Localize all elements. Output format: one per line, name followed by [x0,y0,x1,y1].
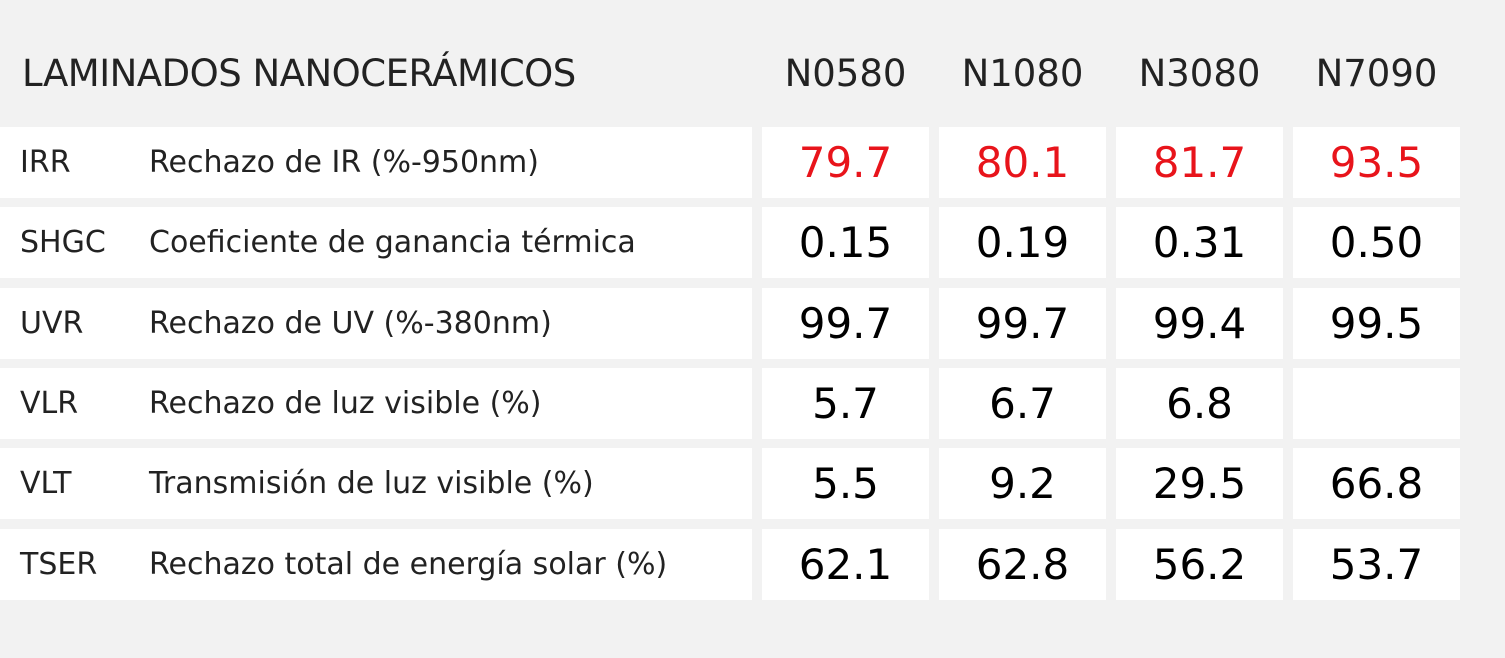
row-label-cell [0,127,752,198]
value: 5.7 [812,379,879,428]
value-cell [939,207,1106,278]
row-code: TSER [20,547,98,582]
value-cell [762,368,929,439]
row-code: IRR [20,145,71,180]
value-cell [1293,529,1460,600]
column-header: N0580 [784,51,907,95]
value: 0.15 [798,218,893,267]
value-cell [762,529,929,600]
value: 99.5 [1329,299,1424,348]
row-label-cell [0,207,752,278]
value: 62.1 [798,540,893,589]
value: 80.1 [975,138,1070,187]
row-code: UVR [20,306,84,341]
value: 6.7 [989,379,1056,428]
value-cell [1293,288,1460,359]
value-cell [1116,288,1283,359]
row-description: Coeficiente de ganancia térmica [149,225,636,260]
value-cell [762,207,929,278]
column-header: N7090 [1315,51,1438,95]
row-description: Rechazo de UV (%-380nm) [149,306,552,341]
value: 99.7 [975,299,1070,348]
column-header: N3080 [1138,51,1261,95]
value: 79.7 [798,138,893,187]
value-cell [762,448,929,519]
row-label-cell [0,368,752,439]
row-description: Rechazo de luz visible (%) [149,386,542,421]
row-label-cell [0,288,752,359]
row-description: Transmisión de luz visible (%) [149,466,594,501]
value: 81.7 [1152,138,1247,187]
value-cell [939,368,1106,439]
value-cell [939,288,1106,359]
row-code: VLR [20,386,79,421]
value: 66.8 [1329,459,1424,508]
value: 0.31 [1152,218,1247,267]
value-cell [1116,529,1283,600]
value-cell [1293,368,1460,439]
value: 99.4 [1152,299,1247,348]
value-cell [1293,127,1460,198]
row-description: Rechazo total de energía solar (%) [149,547,668,582]
value-cell [1293,207,1460,278]
value-cell [939,529,1106,600]
value-cell [939,448,1106,519]
value-cell [1116,448,1283,519]
value: 56.2 [1152,540,1247,589]
value-cell [939,127,1106,198]
value: 29.5 [1152,459,1247,508]
value: 53.7 [1329,540,1424,589]
value: 9.2 [989,459,1056,508]
value-cell [1116,207,1283,278]
value-cell [1293,448,1460,519]
row-label-cell [0,529,752,600]
value: 62.8 [975,540,1070,589]
row-code: VLT [20,466,72,501]
value-cell [762,127,929,198]
table-title: LAMINADOS NANOCERÁMICOS [22,51,576,95]
value-cell [1116,368,1283,439]
value: 93.5 [1329,138,1424,187]
value-cell [762,288,929,359]
value-cell [1116,127,1283,198]
value: 0.19 [975,218,1070,267]
value: 99.7 [798,299,893,348]
row-description: Rechazo de IR (%-950nm) [149,145,539,180]
value: 5.5 [812,459,879,508]
value: 6.8 [1166,379,1233,428]
column-header: N1080 [961,51,1084,95]
row-label-cell [0,448,752,519]
value: 0.50 [1329,218,1424,267]
row-code: SHGC [20,225,106,260]
